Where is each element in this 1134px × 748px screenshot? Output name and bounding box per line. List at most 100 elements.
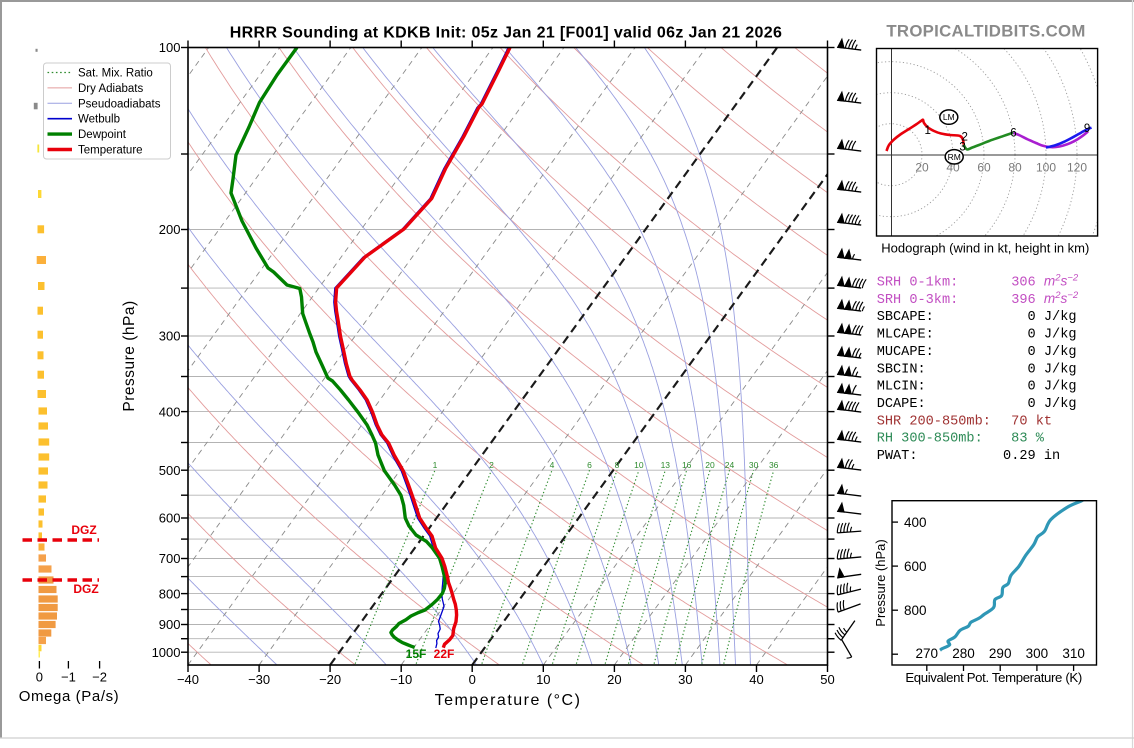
svg-text:900: 900 [159,617,181,632]
svg-text:300: 300 [1026,646,1049,661]
svg-text:J/kg: J/kg [1044,310,1077,325]
svg-text:−10: −10 [390,672,412,687]
svg-text:0: 0 [1028,380,1036,395]
svg-text:0.29: 0.29 [1003,449,1036,464]
svg-text:DCAPE:: DCAPE: [877,397,926,412]
svg-text:13: 13 [661,460,671,470]
svg-text:J/kg: J/kg [1044,345,1077,360]
svg-text:800: 800 [904,603,927,618]
svg-text:Equivalent Pot. Temperature (K: Equivalent Pot. Temperature (K) [905,670,1082,685]
svg-text:100: 100 [159,40,181,55]
svg-text:200: 200 [159,222,181,237]
svg-text:0: 0 [1028,310,1036,325]
svg-text:20: 20 [705,460,715,470]
svg-text:70: 70 [1011,414,1027,429]
svg-text:270: 270 [916,646,939,661]
svg-text:396: 396 [1011,293,1035,308]
svg-text:600: 600 [159,511,181,526]
svg-text:80: 80 [1008,161,1022,175]
svg-text:10: 10 [536,672,550,687]
svg-text:J/kg: J/kg [1044,397,1077,412]
svg-text:10: 10 [634,460,644,470]
svg-text:20: 20 [915,161,929,175]
svg-text:−2: −2 [92,670,107,685]
svg-text:120: 120 [1067,161,1087,175]
svg-text:1: 1 [924,125,930,137]
svg-text:PWAT:: PWAT: [877,449,918,464]
svg-text:SRH 0-3km:: SRH 0-3km: [877,293,959,308]
svg-text:1: 1 [433,460,438,470]
svg-text:DGZ: DGZ [73,582,98,596]
svg-text:280: 280 [952,646,975,661]
svg-text:RM: RM [948,152,961,162]
svg-text:0: 0 [1028,345,1036,360]
svg-text:−40: −40 [177,672,199,687]
svg-text:700: 700 [159,551,181,566]
svg-text:−30: −30 [248,672,270,687]
svg-text:Temperature (°C): Temperature (°C) [435,692,582,709]
svg-text:6: 6 [587,460,592,470]
svg-text:RH 300-850mb:: RH 300-850mb: [877,432,983,447]
svg-text:Dry Adiabats: Dry Adiabats [78,83,143,95]
svg-text:40: 40 [749,672,763,687]
svg-text:22F: 22F [434,647,455,661]
svg-text:TROPICALTIDBITS.COM: TROPICALTIDBITS.COM [886,22,1085,41]
svg-text:SBCIN:: SBCIN: [877,362,926,377]
svg-text:2: 2 [961,132,967,144]
svg-text:310: 310 [1062,646,1085,661]
svg-text:Pressure (hPa): Pressure (hPa) [121,300,138,411]
svg-text:Hodograph (wind in kt, height: Hodograph (wind in kt, height in km) [881,241,1089,256]
svg-text:4: 4 [550,460,555,470]
svg-text:−1: −1 [61,670,76,685]
svg-text:Temperature: Temperature [78,145,143,157]
svg-text:HRRR Sounding at KDKB Init: 05: HRRR Sounding at KDKB Init: 05z Jan 21 [… [230,25,783,42]
svg-text:24: 24 [725,460,735,470]
svg-text:83: 83 [1011,432,1027,447]
svg-text:2: 2 [489,460,494,470]
svg-text:9: 9 [1084,123,1090,135]
svg-text:Pseudoadiabats: Pseudoadiabats [78,98,161,110]
svg-text:MLCIN:: MLCIN: [877,380,926,395]
svg-text:800: 800 [159,586,181,601]
svg-text:SHR 200-850mb:: SHR 200-850mb: [877,414,991,429]
svg-text:Dewpoint: Dewpoint [78,129,127,141]
svg-text:J/kg: J/kg [1044,380,1077,395]
svg-text:30: 30 [678,672,692,687]
svg-text:600: 600 [904,559,927,574]
svg-text:Wetbulb: Wetbulb [78,114,120,126]
svg-text:0: 0 [1028,328,1036,343]
svg-text:300: 300 [159,329,181,344]
svg-text:8: 8 [615,460,620,470]
svg-text:MLCAPE:: MLCAPE: [877,328,934,343]
svg-text:6: 6 [1010,128,1016,140]
svg-text:50: 50 [820,672,834,687]
svg-text:Omega (Pa/s): Omega (Pa/s) [19,688,120,705]
svg-text:SBCAPE:: SBCAPE: [877,310,934,325]
svg-text:400: 400 [159,404,181,419]
svg-text:30: 30 [749,460,759,470]
svg-text:500: 500 [159,463,181,478]
svg-text:0: 0 [1028,397,1036,412]
svg-text:1000: 1000 [152,645,181,660]
svg-text:400: 400 [904,515,927,530]
svg-text:306: 306 [1011,276,1035,291]
svg-text:−20: −20 [319,672,341,687]
svg-text:20: 20 [607,672,621,687]
svg-text:%: % [1036,432,1045,447]
svg-text:0: 0 [469,672,476,687]
svg-text:in: in [1044,449,1060,464]
svg-text:60: 60 [977,161,991,175]
svg-text:3: 3 [959,142,965,154]
svg-text:DGZ: DGZ [71,523,96,537]
svg-text:MUCAPE:: MUCAPE: [877,345,934,360]
svg-text:36: 36 [769,460,779,470]
svg-text:SRH 0-1km:: SRH 0-1km: [877,276,959,291]
svg-text:290: 290 [989,646,1012,661]
svg-text:0: 0 [36,670,43,685]
svg-text:Sat. Mix. Ratio: Sat. Mix. Ratio [78,68,153,80]
svg-text:15F: 15F [406,647,427,661]
svg-text:Pressure (hPa): Pressure (hPa) [873,539,888,626]
svg-text:J/kg: J/kg [1044,362,1077,377]
svg-text:J/kg: J/kg [1044,328,1077,343]
svg-text:100: 100 [1036,161,1056,175]
